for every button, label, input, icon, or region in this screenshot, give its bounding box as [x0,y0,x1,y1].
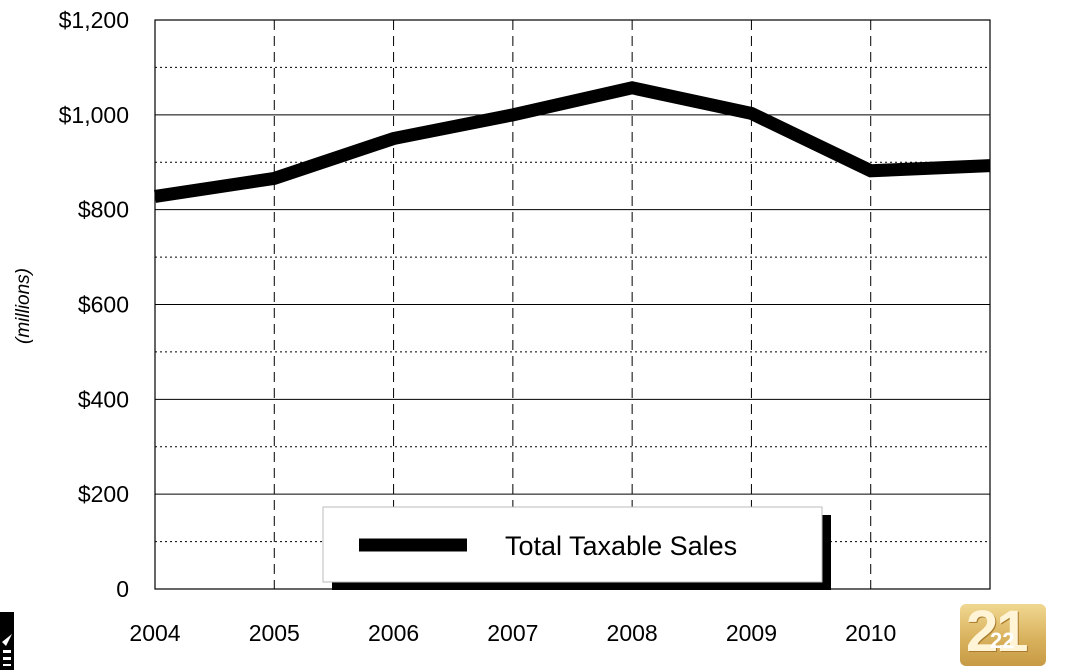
legend: Total Taxable Sales [322,506,831,590]
legend-label: Total Taxable Sales [505,531,737,561]
x-tick-label: 2008 [607,620,658,646]
data-point [870,170,872,172]
x-tick-label: 2004 [129,620,180,646]
series-group [154,81,991,203]
y-tick-label: $1,000 [59,102,129,128]
y-tick-label: $200 [78,481,129,507]
data-point [512,114,514,116]
data-point [273,177,275,179]
data-point [393,138,395,140]
badge-small-number: 22 [990,628,1015,653]
y-tick-label: $400 [78,386,129,412]
corner-logo [0,612,14,670]
y-tick-label: $1,200 [59,7,129,33]
badge-logo: 21 22 [960,604,1046,666]
y-tick-label: $800 [78,197,129,223]
y-tick-label: $600 [78,292,129,318]
x-tick-label: 2010 [845,620,896,646]
x-tick-labels: 20042005200620072008200920102011 [129,620,1014,646]
x-tick-label: 2009 [726,620,777,646]
series-line [154,81,991,203]
y-axis-label: (millions) [13,268,34,344]
data-point [154,195,156,197]
data-point [631,87,633,89]
x-tick-label: 2006 [368,620,419,646]
y-tick-labels: 0 $200 $400 $600 $800 $1,000 $1,200 [59,7,129,602]
x-tick-label: 2005 [249,620,300,646]
badge-big-number: 21 [966,604,1028,664]
data-point [989,165,991,167]
y-tick-label: 0 [116,576,129,602]
x-tick-label: 2007 [487,620,538,646]
data-point [750,112,752,114]
